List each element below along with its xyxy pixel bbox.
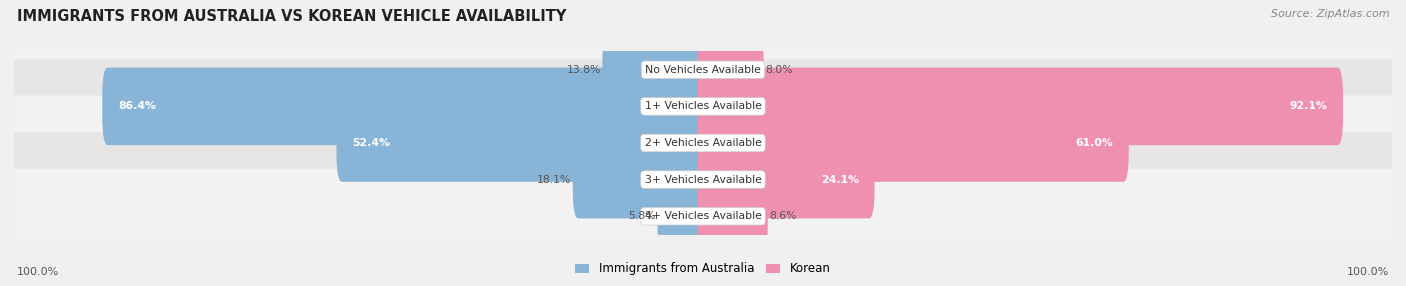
FancyBboxPatch shape	[602, 31, 709, 109]
FancyBboxPatch shape	[697, 177, 768, 255]
Text: No Vehicles Available: No Vehicles Available	[645, 65, 761, 75]
FancyBboxPatch shape	[8, 96, 1398, 190]
Text: 1+ Vehicles Available: 1+ Vehicles Available	[644, 102, 762, 111]
FancyBboxPatch shape	[103, 67, 709, 145]
Text: IMMIGRANTS FROM AUSTRALIA VS KOREAN VEHICLE AVAILABILITY: IMMIGRANTS FROM AUSTRALIA VS KOREAN VEHI…	[17, 9, 567, 23]
FancyBboxPatch shape	[697, 67, 1343, 145]
FancyBboxPatch shape	[658, 177, 709, 255]
FancyBboxPatch shape	[697, 104, 1129, 182]
Text: 100.0%: 100.0%	[1347, 267, 1389, 277]
Text: 13.8%: 13.8%	[567, 65, 600, 75]
FancyBboxPatch shape	[8, 169, 1398, 264]
FancyBboxPatch shape	[8, 59, 1398, 154]
FancyBboxPatch shape	[8, 22, 1398, 117]
FancyBboxPatch shape	[336, 104, 709, 182]
Text: 2+ Vehicles Available: 2+ Vehicles Available	[644, 138, 762, 148]
FancyBboxPatch shape	[572, 141, 709, 219]
Text: Source: ZipAtlas.com: Source: ZipAtlas.com	[1271, 9, 1389, 19]
Text: 4+ Vehicles Available: 4+ Vehicles Available	[644, 211, 762, 221]
Text: 61.0%: 61.0%	[1076, 138, 1114, 148]
Text: 52.4%: 52.4%	[353, 138, 391, 148]
Text: 5.8%: 5.8%	[628, 211, 657, 221]
Text: 92.1%: 92.1%	[1289, 102, 1327, 111]
Text: 18.1%: 18.1%	[537, 175, 571, 184]
Text: 8.0%: 8.0%	[765, 65, 793, 75]
FancyBboxPatch shape	[8, 132, 1398, 227]
Legend: Immigrants from Australia, Korean: Immigrants from Australia, Korean	[571, 258, 835, 280]
FancyBboxPatch shape	[697, 141, 875, 219]
Text: 8.6%: 8.6%	[769, 211, 797, 221]
Text: 100.0%: 100.0%	[17, 267, 59, 277]
FancyBboxPatch shape	[697, 31, 763, 109]
Text: 86.4%: 86.4%	[118, 102, 156, 111]
Text: 24.1%: 24.1%	[821, 175, 859, 184]
Text: 3+ Vehicles Available: 3+ Vehicles Available	[644, 175, 762, 184]
